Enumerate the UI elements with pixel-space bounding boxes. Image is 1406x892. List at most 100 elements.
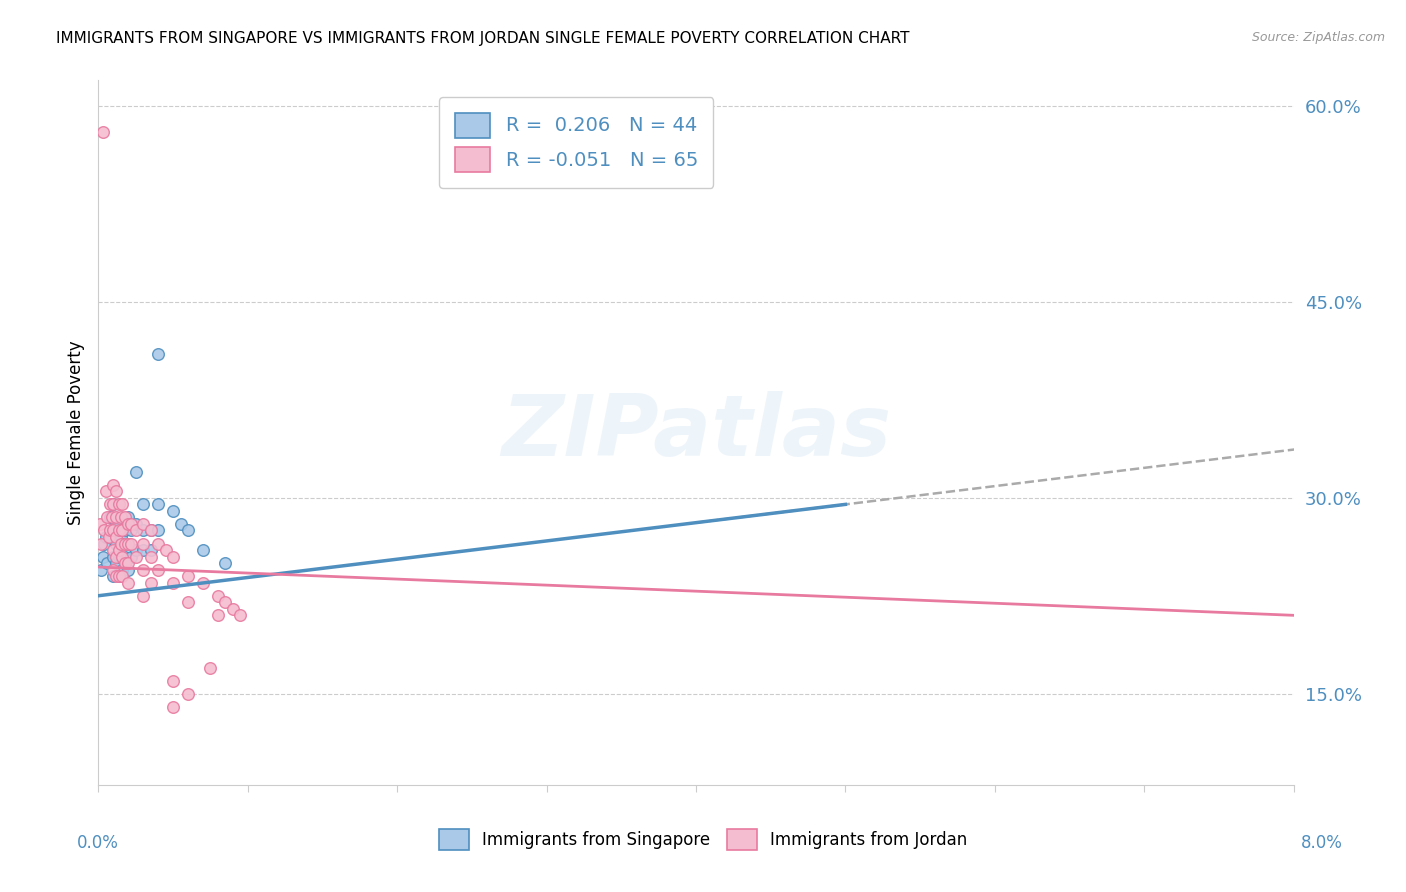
Point — [191, 575, 214, 590]
Point — [105, 516, 128, 531]
Point — [103, 563, 125, 577]
Point — [110, 549, 132, 564]
Point — [139, 524, 162, 538]
Point — [207, 608, 229, 623]
Point — [111, 497, 134, 511]
Point — [103, 524, 125, 538]
Point — [91, 549, 114, 564]
Legend: R =  0.206   N = 44, R = -0.051   N = 65: R = 0.206 N = 44, R = -0.051 N = 65 — [440, 97, 713, 188]
Point — [139, 575, 162, 590]
Point — [91, 126, 114, 140]
Point — [132, 516, 155, 531]
Y-axis label: Single Female Poverty: Single Female Poverty — [66, 341, 84, 524]
Point — [148, 536, 170, 550]
Point — [94, 484, 117, 499]
Point — [105, 530, 128, 544]
Point — [169, 516, 191, 531]
Point — [108, 530, 131, 544]
Text: ZIPatlas: ZIPatlas — [501, 391, 891, 475]
Point — [97, 530, 120, 544]
Text: Source: ZipAtlas.com: Source: ZipAtlas.com — [1251, 31, 1385, 45]
Point — [114, 556, 136, 570]
Point — [120, 549, 142, 564]
Point — [96, 556, 118, 570]
Point — [101, 510, 124, 524]
Point — [96, 510, 118, 524]
Point — [125, 465, 148, 479]
Point — [114, 524, 136, 538]
Point — [117, 516, 139, 531]
Point — [139, 543, 162, 558]
Point — [103, 524, 125, 538]
Point — [108, 569, 131, 583]
Point — [103, 497, 125, 511]
Point — [111, 536, 134, 550]
Point — [214, 556, 236, 570]
Point — [177, 569, 200, 583]
Point — [110, 510, 132, 524]
Point — [105, 510, 128, 524]
Point — [103, 543, 125, 558]
Point — [108, 543, 131, 558]
Point — [132, 543, 155, 558]
Point — [162, 549, 184, 564]
Point — [120, 524, 142, 538]
Point — [111, 549, 134, 564]
Point — [103, 549, 125, 564]
Point — [98, 524, 122, 538]
Point — [90, 536, 112, 550]
Point — [132, 536, 155, 550]
Point — [162, 504, 184, 518]
Point — [177, 595, 200, 609]
Point — [111, 524, 134, 538]
Point — [117, 510, 139, 524]
Point — [103, 497, 125, 511]
Point — [105, 484, 128, 499]
Point — [177, 524, 200, 538]
Point — [117, 536, 139, 550]
Point — [110, 530, 132, 544]
Text: IMMIGRANTS FROM SINGAPORE VS IMMIGRANTS FROM JORDAN SINGLE FEMALE POVERTY CORREL: IMMIGRANTS FROM SINGAPORE VS IMMIGRANTS … — [56, 31, 910, 46]
Point — [105, 536, 128, 550]
Point — [117, 556, 139, 570]
Point — [162, 575, 184, 590]
Point — [117, 536, 139, 550]
Point — [229, 608, 252, 623]
Point — [98, 497, 122, 511]
Point — [162, 673, 184, 688]
Point — [139, 549, 162, 564]
Point — [200, 660, 222, 674]
Point — [108, 524, 131, 538]
Legend: Immigrants from Singapore, Immigrants from Jordan: Immigrants from Singapore, Immigrants fr… — [432, 822, 974, 857]
Point — [110, 536, 132, 550]
Point — [98, 510, 122, 524]
Point — [191, 543, 214, 558]
Point — [111, 563, 134, 577]
Point — [108, 497, 131, 511]
Point — [103, 478, 125, 492]
Point — [108, 549, 131, 564]
Point — [132, 563, 155, 577]
Text: 0.0%: 0.0% — [77, 834, 120, 852]
Point — [114, 536, 136, 550]
Point — [148, 563, 170, 577]
Point — [132, 497, 155, 511]
Point — [148, 524, 170, 538]
Point — [222, 602, 245, 616]
Point — [111, 569, 134, 583]
Point — [120, 516, 142, 531]
Point — [139, 524, 162, 538]
Point — [120, 536, 142, 550]
Point — [114, 510, 136, 524]
Point — [155, 543, 177, 558]
Point — [93, 536, 115, 550]
Point — [103, 569, 125, 583]
Point — [108, 569, 131, 583]
Point — [162, 699, 184, 714]
Point — [132, 589, 155, 603]
Point — [105, 556, 128, 570]
Point — [148, 497, 170, 511]
Point — [105, 569, 128, 583]
Point — [125, 516, 148, 531]
Point — [94, 530, 117, 544]
